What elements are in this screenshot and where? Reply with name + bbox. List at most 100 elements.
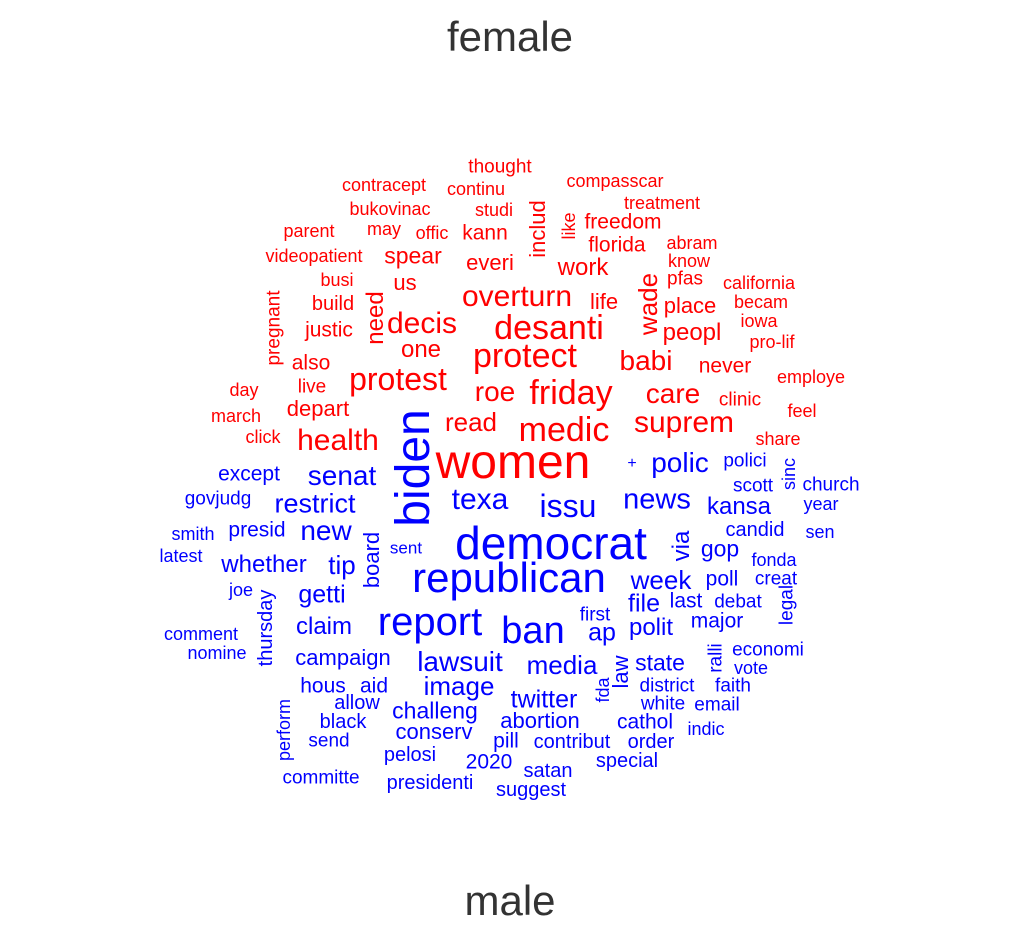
word-male: file: [628, 589, 660, 618]
word-male: challeng: [392, 697, 478, 724]
word-male: email: [694, 694, 740, 716]
word-female: wade: [633, 272, 663, 336]
word-male: cathol: [616, 710, 674, 734]
word-female: becam: [733, 292, 789, 312]
word-female: desanti: [494, 309, 604, 347]
word-male: pelosi: [383, 744, 437, 766]
word-female: pfas: [667, 268, 703, 290]
word-female: pregnant: [263, 290, 285, 366]
word-male: fonda: [751, 550, 797, 570]
word-male: hous: [300, 674, 346, 698]
word-male: news: [623, 483, 691, 516]
word-male: presidenti: [386, 772, 474, 794]
word-male: fda: [593, 677, 613, 703]
word-male: year: [803, 494, 839, 514]
word-male: twitter: [510, 685, 578, 714]
word-female: work: [557, 254, 609, 281]
word-male: allow: [334, 692, 380, 714]
word-male: restrict: [274, 488, 356, 519]
word-male: 2020: [465, 750, 513, 774]
word-female: compasscar: [566, 171, 664, 191]
word-female: share: [755, 429, 801, 449]
word-female: babi: [619, 345, 673, 376]
word-female: continu: [446, 179, 506, 199]
word-male: smith: [171, 524, 215, 544]
word-male: last: [669, 589, 703, 613]
word-female: overturn: [461, 280, 573, 313]
word-male: whether: [221, 551, 307, 578]
word-male: via: [668, 530, 695, 562]
word-female: includ: [525, 200, 550, 258]
word-female: everi: [466, 250, 514, 275]
word-female: suprem: [633, 406, 735, 439]
word-female: read: [444, 407, 498, 437]
word-female: roe: [474, 376, 516, 407]
word-female: need: [362, 291, 389, 345]
word-female: contracept: [341, 175, 427, 195]
word-female: never: [698, 354, 752, 378]
word-male: +: [627, 455, 637, 472]
word-female: freedom: [584, 210, 662, 234]
word-male: white: [640, 693, 686, 715]
word-male: first: [579, 604, 611, 626]
word-male: image: [423, 671, 495, 701]
word-female: offic: [415, 223, 449, 243]
word-male: committe: [282, 767, 360, 789]
word-female: march: [210, 406, 262, 426]
word-female: parent: [283, 221, 335, 241]
word-female: medic: [518, 411, 610, 449]
word-female: iowa: [740, 311, 778, 331]
word-male: tip: [328, 550, 356, 580]
word-male: campaign: [295, 645, 391, 670]
word-male: contribut: [533, 731, 611, 753]
word-male: comment: [163, 624, 239, 644]
word-male: presid: [228, 518, 286, 542]
word-male: board: [359, 531, 384, 589]
word-female: employe: [776, 367, 846, 387]
word-male: thursday: [255, 589, 277, 667]
word-female: may: [366, 219, 402, 239]
word-male: senat: [307, 460, 377, 491]
word-male: state: [635, 649, 685, 676]
word-male: report: [377, 600, 483, 644]
word-female: kann: [462, 221, 508, 245]
word-male: ralli: [705, 643, 727, 673]
word-female: care: [645, 378, 701, 409]
word-male: issu: [539, 488, 597, 524]
word-male: new: [300, 515, 352, 546]
word-male: ban: [501, 610, 565, 652]
word-female: peopl: [662, 319, 722, 346]
word-female: click: [245, 427, 281, 447]
word-female: protest: [349, 361, 447, 397]
word-male: abortion: [500, 708, 580, 733]
word-female: clinic: [718, 389, 762, 411]
word-male: conserv: [395, 719, 473, 744]
word-male: law: [608, 655, 633, 689]
word-female: health: [297, 424, 379, 457]
cloud-title-male: male: [464, 877, 556, 924]
word-female: life: [589, 289, 619, 314]
word-female: studi: [474, 200, 514, 220]
word-female: florida: [588, 233, 646, 257]
word-female: protect: [473, 337, 577, 375]
word-male: pill: [493, 729, 519, 753]
word-male: polici: [723, 450, 767, 472]
word-male: candid: [725, 519, 785, 541]
word-female: depart: [286, 396, 350, 421]
word-male: claim: [295, 613, 353, 640]
word-male: getti: [298, 580, 346, 609]
word-male: indic: [687, 719, 725, 739]
word-male: nomine: [187, 643, 247, 663]
word-male: order: [627, 731, 675, 753]
word-male: media: [526, 650, 598, 680]
word-male: church: [802, 474, 860, 496]
word-female: pro-lif: [749, 332, 795, 352]
word-male: aid: [359, 674, 389, 698]
word-male: sent: [389, 538, 423, 558]
word-female: day: [229, 380, 259, 400]
word-female: california: [722, 273, 796, 293]
word-male: vote: [733, 658, 769, 678]
word-male: ap: [588, 618, 616, 647]
